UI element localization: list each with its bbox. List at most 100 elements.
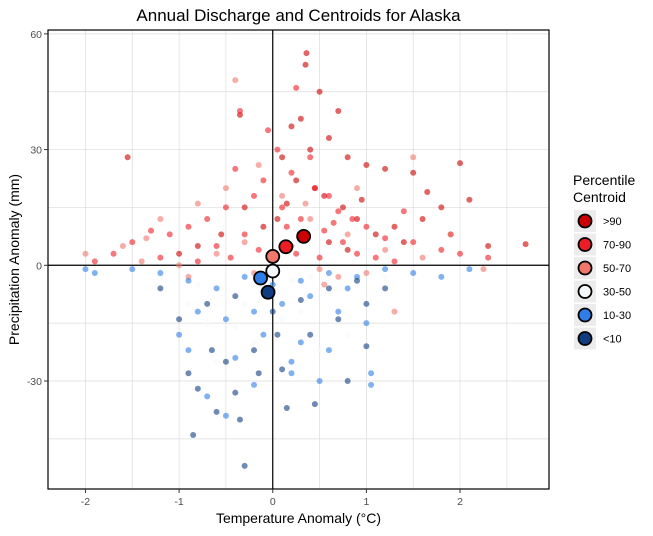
data-point — [293, 84, 300, 91]
data-point — [344, 231, 351, 238]
data-point — [251, 347, 258, 354]
x-tick-label: 2 — [457, 496, 463, 508]
legend-key-marker — [577, 213, 593, 229]
data-point — [91, 270, 98, 276]
data-point — [307, 154, 314, 161]
data-point — [283, 223, 290, 230]
data-point — [194, 308, 201, 315]
data-point — [288, 169, 295, 176]
centroid-marker — [265, 263, 281, 279]
data-point — [382, 285, 389, 292]
data-point — [419, 254, 426, 261]
data-point — [185, 370, 192, 377]
data-point — [457, 160, 464, 167]
data-point — [194, 281, 201, 288]
x-axis-title: Temperature Anomaly (°C) — [216, 510, 381, 526]
data-point — [232, 324, 239, 330]
data-point — [307, 273, 314, 280]
data-point — [213, 358, 220, 365]
data-point — [480, 266, 487, 273]
data-point — [335, 108, 342, 114]
data-point — [204, 216, 211, 222]
centroid-marker — [296, 228, 312, 244]
data-point — [344, 246, 351, 253]
data-point — [194, 258, 201, 265]
data-point — [321, 227, 328, 234]
data-point — [363, 343, 370, 350]
x-tick-label: 1 — [363, 496, 369, 508]
data-point — [288, 277, 295, 284]
data-point — [82, 250, 89, 257]
data-point — [410, 239, 417, 246]
data-point — [279, 300, 286, 307]
legend-label: 50-70 — [603, 263, 631, 275]
data-point — [419, 216, 426, 222]
data-point — [213, 243, 220, 249]
data-point — [176, 250, 183, 257]
data-point — [241, 204, 248, 211]
data-point — [325, 270, 332, 276]
y-tick-label: -30 — [27, 376, 42, 388]
data-point — [204, 320, 211, 327]
data-point — [241, 273, 248, 280]
data-point — [269, 308, 276, 315]
data-point — [335, 208, 342, 215]
legend-title-line1: Percentile — [573, 172, 635, 188]
data-point — [129, 266, 136, 273]
data-point — [382, 235, 389, 242]
data-point — [330, 219, 337, 226]
data-point — [255, 162, 262, 168]
data-point — [283, 405, 290, 411]
data-point — [325, 135, 332, 141]
data-point — [255, 246, 262, 253]
data-point — [293, 250, 300, 257]
data-point — [194, 385, 201, 392]
legend-keys: >90 70-90 50-70 30-50 10-30 <10 — [574, 210, 631, 350]
data-point — [354, 216, 361, 222]
data-point — [307, 146, 314, 153]
data-point — [344, 331, 351, 338]
x-tick-label: -2 — [81, 496, 90, 508]
legend-key-marker — [577, 237, 593, 252]
data-point — [316, 347, 323, 354]
data-point — [316, 266, 323, 273]
data-point — [354, 185, 361, 192]
data-point — [288, 370, 295, 377]
data-point — [438, 273, 445, 280]
centroid-marker — [253, 270, 268, 286]
data-point — [363, 300, 370, 307]
data-point — [288, 358, 295, 365]
chart-title: Annual Discharge and Centroids for Alask… — [136, 6, 461, 25]
data-point — [91, 258, 98, 265]
data-point — [279, 316, 286, 323]
data-point — [236, 108, 243, 114]
data-point — [204, 300, 211, 307]
legend-key-marker — [577, 284, 593, 299]
legend-label: 30-50 — [603, 287, 631, 299]
data-point — [185, 300, 192, 307]
x-tick-label: -1 — [174, 496, 183, 508]
data-point — [372, 231, 379, 238]
data-point — [382, 273, 389, 280]
data-point — [391, 223, 398, 230]
data-point — [260, 331, 267, 338]
data-point — [321, 192, 328, 199]
data-point — [232, 293, 239, 300]
data-point — [358, 196, 365, 203]
data-point — [293, 177, 300, 184]
data-point — [354, 250, 361, 257]
x-axis-ticks: -2 -1 0 1 2 — [81, 489, 463, 508]
data-point — [241, 239, 248, 246]
data-point — [368, 381, 375, 388]
data-point — [236, 416, 243, 423]
legend-title-line2: Centroid — [573, 189, 626, 205]
data-point — [344, 378, 351, 384]
data-point — [297, 308, 304, 315]
data-point — [241, 231, 248, 238]
data-point — [138, 258, 145, 265]
data-point — [311, 401, 318, 408]
data-point — [339, 204, 346, 211]
data-point — [325, 285, 332, 292]
y-tick-label: 60 — [30, 29, 42, 41]
data-point — [325, 347, 332, 354]
